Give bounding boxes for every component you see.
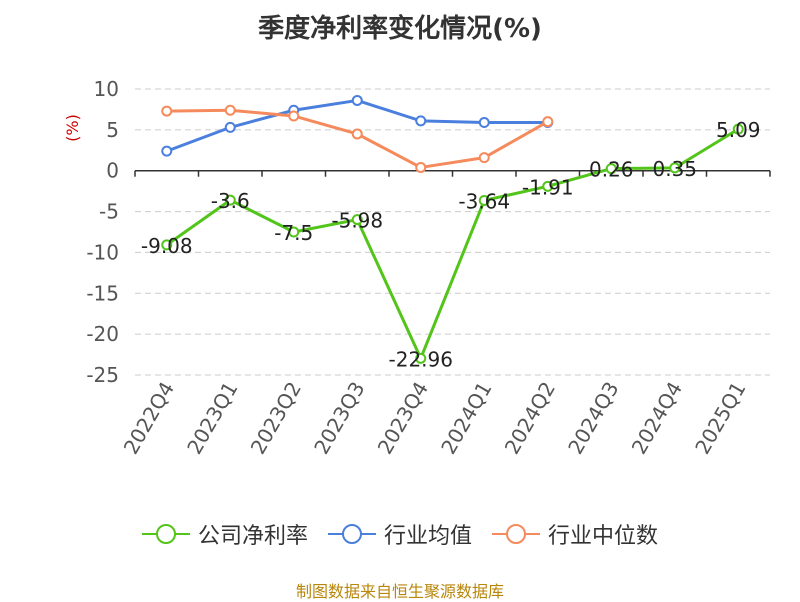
chart-title: 季度净利率变化情况(%) — [258, 14, 542, 44]
y-tick-label: 0 — [106, 159, 119, 183]
y-tick-label: 5 — [106, 118, 119, 142]
legend-marker-industry-mean-icon — [327, 524, 376, 544]
x-tick-label: 2023Q1 — [182, 378, 242, 459]
legend: 公司净利率 行业均值 行业中位数 — [0, 518, 800, 550]
data-point — [669, 162, 681, 174]
x-tick-label: 2025Q1 — [690, 378, 750, 459]
legend-marker-company-icon — [141, 524, 190, 544]
data-point — [224, 194, 236, 206]
data-point — [542, 116, 554, 128]
y-tick-label: -25 — [86, 363, 119, 387]
data-point — [161, 105, 173, 117]
data-point — [478, 117, 490, 129]
y-axis-label: (%) — [63, 114, 82, 142]
data-point — [351, 94, 363, 106]
y-tick-label: -5 — [99, 200, 119, 224]
data-label: -3.6 — [211, 189, 250, 213]
data-label: -3.64 — [458, 189, 510, 213]
data-label: -9.08 — [141, 234, 193, 258]
x-tick-label: 2024Q1 — [436, 378, 496, 459]
data-label: 0.35 — [652, 157, 697, 181]
legend-marker-industry-median-icon — [492, 524, 540, 544]
x-tick-label: 2023Q2 — [246, 378, 306, 459]
x-tick-label: 2023Q4 — [373, 378, 433, 459]
y-tick-label: -15 — [86, 281, 119, 305]
data-label: 0.26 — [589, 158, 634, 182]
legend-label-industry-median: 行业中位数 — [548, 524, 659, 549]
data-point — [605, 163, 617, 175]
data-point — [415, 115, 427, 127]
data-point — [288, 226, 300, 238]
data-point — [415, 161, 427, 173]
data-label: -22.96 — [389, 347, 453, 371]
data-point — [478, 194, 490, 206]
data-point — [161, 145, 173, 157]
data-label: 5.09 — [716, 118, 761, 142]
data-label: -1.91 — [522, 175, 574, 199]
y-tick-label: 10 — [94, 77, 119, 101]
legend-item-company[interactable]: 公司净利率 — [141, 518, 308, 550]
legend-item-industry-median[interactable]: 行业中位数 — [492, 518, 658, 550]
series-line — [165, 127, 740, 360]
data-point — [415, 352, 427, 364]
legend-label-industry-mean: 行业均值 — [383, 524, 472, 549]
x-tick-label: 2024Q4 — [627, 378, 687, 459]
y-tick-label: -10 — [86, 240, 119, 264]
data-point — [351, 128, 363, 140]
data-point — [161, 239, 173, 251]
source-note: 制图数据来自恒生聚源数据库 — [295, 582, 504, 601]
x-tick-label: 2022Q4 — [119, 378, 179, 459]
legend-item-industry-mean[interactable]: 行业均值 — [327, 518, 472, 550]
x-tick-label: 2024Q3 — [563, 378, 623, 459]
data-point — [732, 123, 744, 135]
data-point — [542, 180, 554, 192]
data-point — [288, 110, 300, 122]
x-tick-label: 2023Q3 — [309, 378, 369, 459]
data-label: -5.98 — [331, 209, 383, 233]
legend-label-company: 公司净利率 — [197, 524, 308, 549]
series-line — [166, 98, 548, 153]
y-tick-label: -20 — [86, 322, 119, 346]
data-point — [224, 104, 236, 116]
data-point — [478, 152, 490, 164]
data-point — [224, 121, 236, 133]
data-label: -7.5 — [274, 221, 313, 245]
x-tick-label: 2024Q2 — [500, 378, 560, 459]
data-point — [351, 214, 363, 226]
